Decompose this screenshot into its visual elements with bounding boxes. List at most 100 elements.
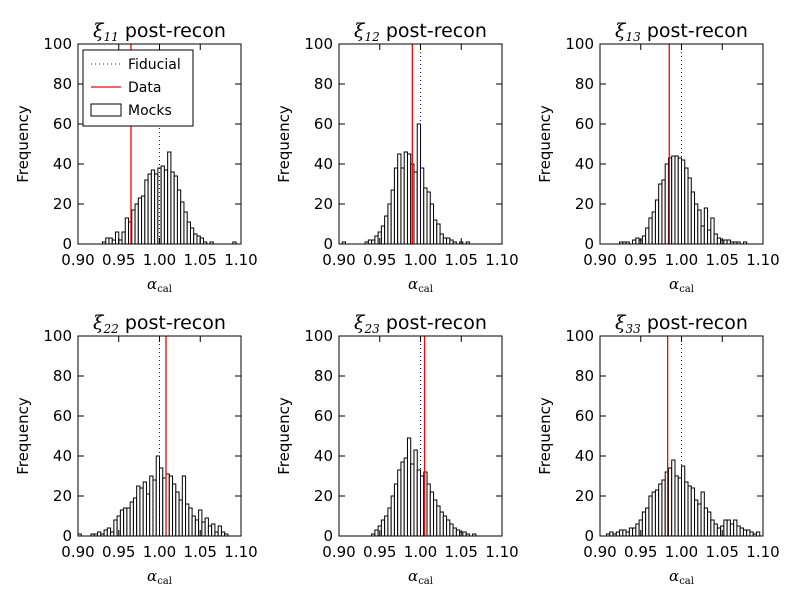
chart-title-text: post-recon — [641, 312, 748, 334]
histogram-panel-11: 0.90 0.95 1.00 1.05 1.10 0 20 40 60 80 100 Frequenc… — [14, 20, 258, 295]
y-tick-label: 20 — [314, 195, 333, 213]
x-tick-label: 1.05 — [184, 543, 217, 561]
y-tick-label: 80 — [575, 75, 594, 93]
x-tick-label: 1.05 — [184, 251, 217, 269]
chart-title: ξ12 post-recon — [354, 20, 487, 44]
chart-title-subscript: 11 — [104, 30, 119, 44]
y-tick-label: 0 — [62, 527, 72, 545]
x-tick-label: 1.10 — [746, 251, 779, 269]
chart-title-subscript: 22 — [103, 322, 119, 336]
chart-title: ξ33 post-recon — [615, 312, 748, 336]
y-tick-label: 80 — [314, 367, 333, 385]
x-axis-label: αcal — [669, 275, 694, 295]
chart-title-subscript: 33 — [626, 322, 642, 336]
chart-title-symbol: ξ — [93, 312, 105, 334]
legend-mocks-label: Mocks — [128, 103, 172, 119]
y-tick-label: 20 — [53, 195, 72, 213]
x-tick-label: 1.10 — [485, 251, 518, 269]
chart-title-text: post-recon — [380, 20, 487, 42]
histogram-panel-22: 0.90 0.95 1.00 1.05 1.10 0 20 40 60 80 100 Frequenc… — [14, 312, 258, 587]
y-tick-label: 40 — [53, 155, 72, 173]
histogram-panel-13: 0.90 0.95 1.00 1.05 1.10 0 20 40 60 80 100 Frequenc… — [536, 20, 780, 295]
chart-title-text: post-recon — [380, 312, 487, 334]
x-axis-label-symbol: α — [408, 275, 418, 293]
y-axis-label: Frequency — [275, 105, 293, 183]
y-tick-label: 80 — [314, 75, 333, 93]
y-tick-label: 60 — [575, 115, 594, 133]
x-tick-label: 1.10 — [224, 543, 257, 561]
x-axis-label-symbol: α — [669, 275, 679, 293]
chart-title-text: post-recon — [641, 20, 748, 42]
x-tick-label: 0.95 — [363, 543, 396, 561]
y-tick-label: 40 — [314, 155, 333, 173]
y-tick-label: 100 — [565, 35, 594, 53]
y-axis-label: Frequency — [14, 105, 32, 183]
histogram-bars — [606, 459, 761, 537]
x-axis-label: αcal — [669, 567, 694, 587]
chart-title: ξ23 post-recon — [354, 312, 487, 336]
y-tick-label: 80 — [575, 367, 594, 385]
x-tick-label: 1.10 — [224, 251, 257, 269]
x-tick-label: 0.95 — [363, 251, 396, 269]
y-axis-label: Frequency — [275, 397, 293, 475]
chart-title-subscript: 13 — [626, 30, 642, 44]
y-tick-label: 20 — [575, 487, 594, 505]
y-tick-label: 100 — [43, 35, 72, 53]
x-tick-label: 0.90 — [61, 251, 94, 269]
x-axis-label-symbol: α — [147, 275, 157, 293]
legend: Fiducial Data Mocks — [82, 49, 194, 127]
y-tick-label: 60 — [314, 115, 333, 133]
x-axis-label-symbol: α — [669, 567, 679, 585]
y-tick-label: 80 — [53, 367, 72, 385]
x-axis-label: αcal — [147, 275, 172, 295]
y-tick-label: 60 — [314, 407, 333, 425]
chart-title-symbol: ξ — [354, 20, 366, 42]
x-tick-label: 0.95 — [624, 543, 657, 561]
y-axis-label: Frequency — [536, 397, 554, 475]
x-tick-label: 1.00 — [665, 251, 698, 269]
y-tick-label: 20 — [575, 195, 594, 213]
y-tick-label: 0 — [323, 235, 333, 253]
x-axis-label-subscript: cal — [418, 576, 433, 587]
x-tick-label: 1.05 — [706, 543, 739, 561]
chart-title-subscript: 12 — [365, 30, 380, 44]
x-axis-label-subscript: cal — [679, 284, 694, 295]
chart-title: ξ11 post-recon — [93, 20, 226, 44]
y-tick-label: 100 — [43, 327, 72, 345]
x-tick-label: 1.05 — [706, 251, 739, 269]
y-axis-label: Frequency — [536, 105, 554, 183]
x-tick-label: 0.90 — [583, 251, 616, 269]
x-axis-label-symbol: α — [408, 567, 418, 585]
x-tick-label: 0.90 — [583, 543, 616, 561]
histogram-panel-12: 0.90 0.95 1.00 1.05 1.10 0 20 40 60 80 100 Frequenc… — [275, 20, 519, 295]
y-tick-label: 0 — [584, 235, 594, 253]
x-tick-label: 0.90 — [322, 543, 355, 561]
legend-fiducial-label: Fiducial — [128, 57, 181, 73]
chart-title-subscript: 23 — [364, 322, 381, 336]
histogram-bars — [371, 437, 477, 537]
histogram-bars — [77, 455, 229, 537]
y-tick-label: 20 — [53, 487, 72, 505]
legend-mocks-swatch — [90, 103, 122, 117]
x-tick-label: 1.05 — [445, 543, 478, 561]
histogram-panel-33: 0.90 0.95 1.00 1.05 1.10 0 20 40 60 80 100 Frequenc… — [536, 312, 780, 587]
y-tick-label: 100 — [304, 35, 333, 53]
chart-title-symbol: ξ — [93, 20, 105, 42]
y-tick-label: 40 — [314, 447, 333, 465]
chart-title: ξ13 post-recon — [615, 20, 748, 44]
x-tick-label: 1.00 — [404, 251, 437, 269]
y-tick-label: 40 — [53, 447, 72, 465]
chart-title: ξ22 post-recon — [93, 312, 226, 336]
x-tick-label: 1.00 — [143, 251, 176, 269]
y-tick-label: 0 — [323, 527, 333, 545]
x-axis-label: αcal — [408, 567, 433, 587]
x-tick-label: 1.10 — [746, 543, 779, 561]
x-tick-label: 0.95 — [624, 251, 657, 269]
x-axis-label: αcal — [147, 567, 172, 587]
x-axis-label-symbol: α — [147, 567, 157, 585]
y-tick-label: 0 — [584, 527, 594, 545]
x-axis-label-subscript: cal — [157, 576, 172, 587]
x-tick-label: 1.00 — [665, 543, 698, 561]
legend-data-label: Data — [128, 80, 161, 96]
